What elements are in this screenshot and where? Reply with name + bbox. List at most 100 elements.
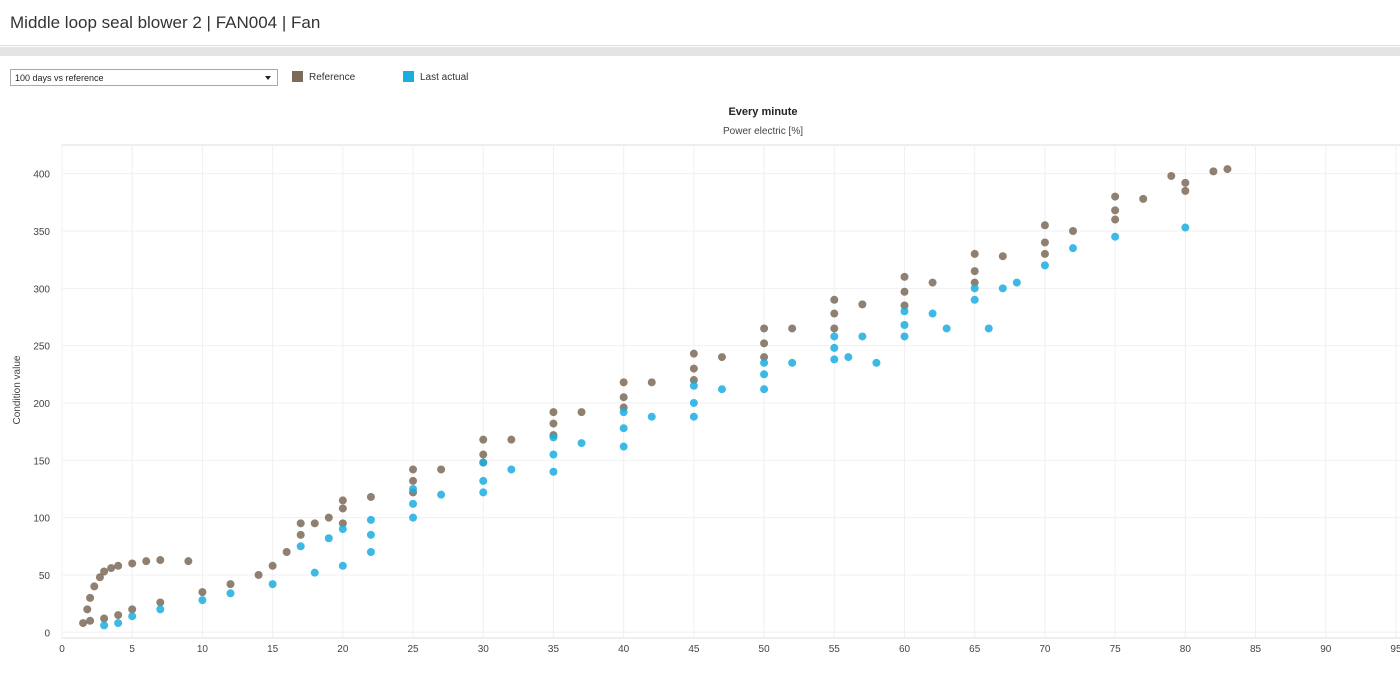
data-point bbox=[198, 596, 207, 605]
y-tick-label: 200 bbox=[33, 399, 50, 410]
data-point bbox=[1181, 186, 1190, 195]
data-point bbox=[717, 353, 726, 362]
legend-item[interactable]: Last actual bbox=[403, 71, 468, 83]
data-point bbox=[83, 605, 92, 614]
data-point bbox=[282, 548, 291, 557]
data-point bbox=[717, 385, 726, 394]
separator bbox=[0, 47, 1400, 56]
data-point bbox=[1167, 171, 1176, 180]
data-point bbox=[479, 435, 488, 444]
data-point bbox=[409, 499, 418, 508]
x-tick-label: 45 bbox=[688, 644, 700, 655]
data-point bbox=[1069, 244, 1077, 253]
data-point bbox=[549, 408, 558, 417]
data-point bbox=[100, 614, 109, 623]
data-point bbox=[1111, 192, 1120, 201]
data-point bbox=[900, 321, 909, 330]
data-point bbox=[90, 582, 99, 591]
data-point bbox=[788, 324, 797, 333]
data-point bbox=[549, 433, 558, 442]
x-tick-label: 75 bbox=[1110, 644, 1122, 655]
plot-frame bbox=[61, 144, 1400, 639]
data-point bbox=[760, 353, 769, 362]
data-point bbox=[1040, 238, 1049, 247]
data-point bbox=[844, 353, 853, 362]
data-point bbox=[86, 593, 95, 602]
data-point bbox=[114, 619, 123, 628]
data-point bbox=[296, 519, 305, 528]
data-point bbox=[409, 476, 418, 485]
data-point bbox=[984, 324, 993, 333]
x-tick-label: 90 bbox=[1320, 644, 1332, 655]
data-point bbox=[338, 561, 347, 570]
data-point bbox=[1040, 221, 1049, 230]
data-point bbox=[760, 358, 769, 367]
data-point bbox=[549, 450, 558, 459]
data-point bbox=[100, 621, 109, 630]
chart-subtitle: Power electric [%] bbox=[723, 126, 803, 137]
data-point bbox=[830, 343, 839, 352]
y-tick-label: 350 bbox=[33, 227, 50, 238]
data-point bbox=[970, 295, 979, 304]
data-point bbox=[619, 442, 628, 451]
data-point bbox=[788, 358, 797, 367]
data-point bbox=[310, 519, 319, 528]
data-point bbox=[86, 616, 95, 625]
data-point bbox=[760, 339, 769, 348]
data-point bbox=[268, 580, 277, 589]
data-point bbox=[872, 358, 881, 367]
x-tick-label: 70 bbox=[1039, 644, 1051, 655]
data-point bbox=[156, 556, 165, 565]
data-point bbox=[928, 309, 937, 318]
data-point bbox=[619, 424, 628, 433]
x-tick-label: 55 bbox=[829, 644, 841, 655]
data-point bbox=[338, 525, 347, 534]
data-point bbox=[507, 465, 516, 474]
data-point bbox=[366, 515, 375, 524]
data-point bbox=[1012, 278, 1021, 287]
x-tick-label: 80 bbox=[1180, 644, 1192, 655]
data-point bbox=[970, 267, 979, 276]
data-point bbox=[479, 476, 488, 485]
x-tick-label: 60 bbox=[899, 644, 911, 655]
data-point bbox=[128, 605, 137, 614]
data-point bbox=[689, 398, 698, 407]
x-tick-label: 85 bbox=[1250, 644, 1262, 655]
x-tick-label: 30 bbox=[478, 644, 490, 655]
data-point bbox=[254, 570, 263, 579]
data-point bbox=[437, 490, 446, 499]
legend-item[interactable]: Reference bbox=[292, 71, 355, 83]
data-point bbox=[998, 252, 1007, 261]
x-tick-label: 5 bbox=[129, 644, 135, 655]
x-tick-label: 10 bbox=[197, 644, 209, 655]
data-point bbox=[1181, 178, 1190, 187]
data-point bbox=[830, 355, 839, 364]
data-point bbox=[324, 513, 333, 522]
data-point bbox=[760, 370, 769, 379]
data-point bbox=[310, 568, 319, 577]
data-point bbox=[366, 492, 375, 501]
y-axis-label: Condition value bbox=[12, 355, 23, 424]
data-point bbox=[1111, 206, 1120, 215]
data-point bbox=[100, 567, 109, 576]
data-point bbox=[437, 465, 446, 474]
data-point bbox=[689, 349, 698, 358]
data-point bbox=[689, 412, 698, 421]
legend-label: Reference bbox=[309, 72, 356, 83]
data-point bbox=[1040, 249, 1049, 258]
data-point bbox=[830, 295, 839, 304]
x-tick-label: 15 bbox=[267, 644, 279, 655]
data-point bbox=[900, 307, 909, 316]
data-point bbox=[1040, 261, 1049, 270]
data-point bbox=[689, 381, 698, 390]
data-point bbox=[1209, 167, 1218, 176]
data-point bbox=[942, 324, 951, 333]
data-point bbox=[479, 450, 488, 459]
y-tick-label: 50 bbox=[39, 571, 51, 582]
y-tick-label: 300 bbox=[33, 284, 50, 295]
data-point bbox=[1111, 215, 1120, 224]
period-select[interactable]: 100 days vs reference bbox=[10, 69, 278, 86]
data-point bbox=[409, 484, 418, 493]
data-point bbox=[760, 385, 769, 394]
